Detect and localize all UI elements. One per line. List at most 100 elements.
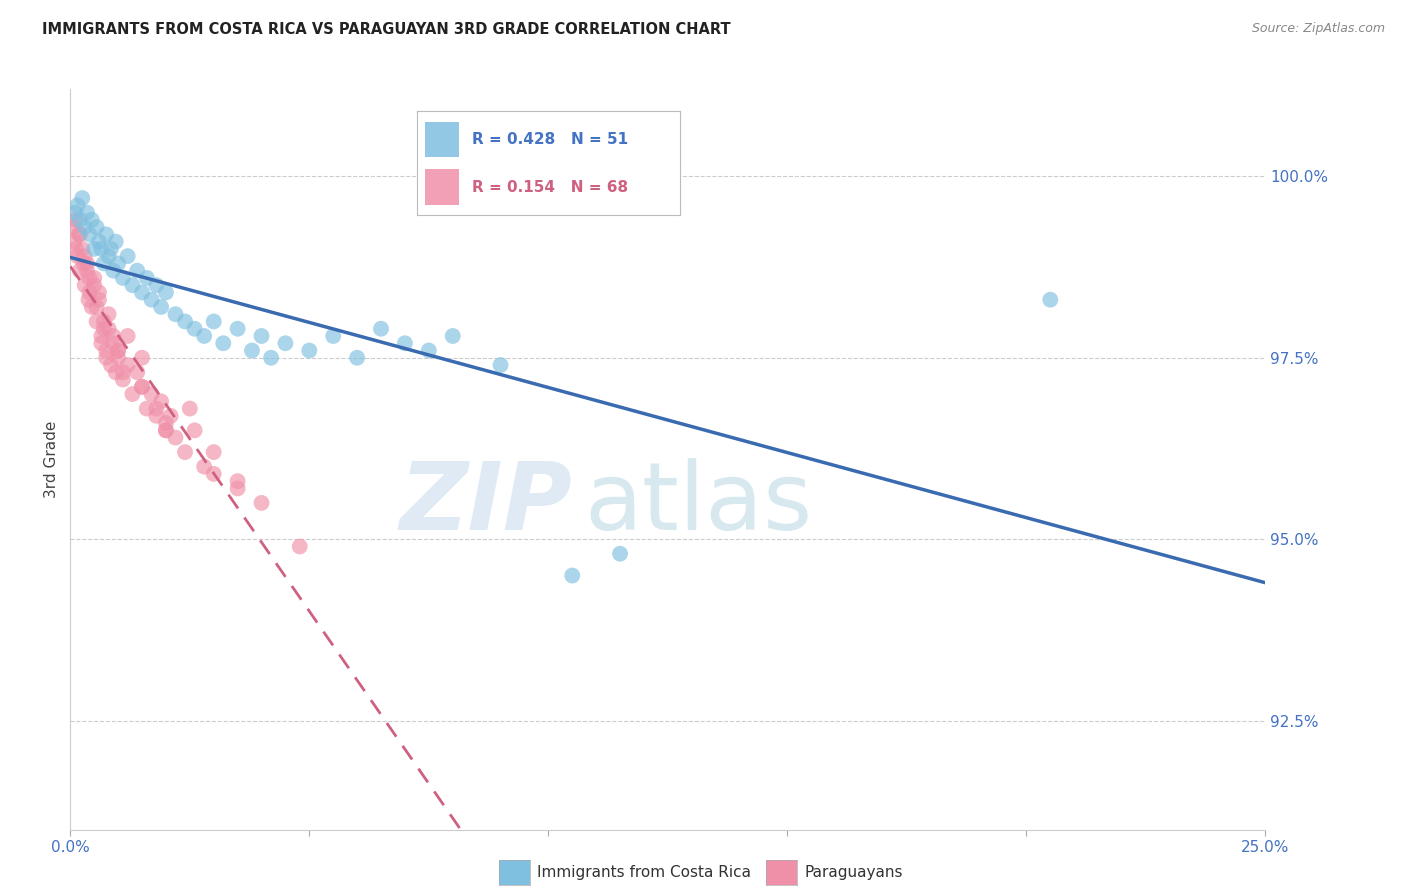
Point [183,322,205,336]
Point [107,343,129,358]
Point [159,409,181,423]
Point [127,263,149,277]
Point [87,293,110,307]
Point [609,547,631,561]
Point [69,227,91,242]
Point [121,387,143,401]
Point [86,300,108,314]
Point [100,358,122,372]
Point [79,227,101,242]
Point [97,322,120,336]
Point [441,329,464,343]
Point [93,322,115,336]
Point [90,329,112,343]
Point [155,416,177,430]
Point [90,336,112,351]
Point [212,336,235,351]
Point [96,227,118,242]
Point [322,329,344,343]
Point [117,358,139,372]
Point [131,351,153,365]
Point [63,205,86,219]
Point [202,445,225,459]
Point [131,380,153,394]
Point [240,343,263,358]
Point [394,336,416,351]
Text: Paraguayans: Paraguayans [804,865,903,880]
Point [80,300,103,314]
Point [370,322,392,336]
Point [73,278,96,293]
Point [174,445,197,459]
Point [288,540,311,554]
Y-axis label: 3rd Grade: 3rd Grade [44,421,59,498]
Point [193,329,215,343]
Point [155,423,177,437]
Point [93,256,115,270]
Point [83,271,105,285]
Point [80,212,103,227]
Point [121,278,143,293]
Point [87,235,110,249]
Point [104,235,127,249]
Point [63,212,86,227]
Point [76,263,98,277]
Point [1039,293,1062,307]
Point [117,249,139,263]
Point [155,423,177,437]
Text: ZIP: ZIP [399,458,572,549]
Point [561,568,583,582]
Point [141,293,163,307]
Point [165,431,187,445]
Point [63,235,86,249]
Point [66,249,89,263]
Point [111,372,134,386]
Point [250,496,273,510]
Point [418,343,440,358]
Point [62,220,84,235]
Point [70,191,93,205]
Point [174,314,197,328]
Point [76,205,98,219]
Point [489,358,512,372]
Point [155,285,177,300]
Point [145,409,167,423]
Point [165,307,187,321]
Point [183,423,205,437]
Point [111,271,134,285]
Text: Source: ZipAtlas.com: Source: ZipAtlas.com [1251,22,1385,36]
Point [104,365,127,379]
Point [103,263,125,277]
Text: IMMIGRANTS FROM COSTA RICA VS PARAGUAYAN 3RD GRADE CORRELATION CHART: IMMIGRANTS FROM COSTA RICA VS PARAGUAYAN… [42,22,731,37]
Point [73,249,96,263]
Point [93,314,115,328]
Text: Immigrants from Costa Rica: Immigrants from Costa Rica [537,865,751,880]
Point [79,271,101,285]
Point [73,256,96,270]
Point [69,212,91,227]
Point [150,394,173,409]
Point [141,387,163,401]
Point [145,401,167,416]
Point [66,198,89,212]
Point [79,285,101,300]
Point [97,307,120,321]
Point [131,285,153,300]
Point [274,336,297,351]
Point [73,220,96,235]
Point [86,220,108,235]
Point [202,467,225,481]
Point [226,322,249,336]
Point [127,365,149,379]
Point [77,293,100,307]
Point [103,336,125,351]
Point [202,314,225,328]
Point [226,474,249,488]
Point [226,482,249,496]
Point [107,351,129,365]
Point [67,227,90,242]
Point [90,242,112,256]
Point [96,351,118,365]
Point [69,263,91,277]
Point [100,242,122,256]
